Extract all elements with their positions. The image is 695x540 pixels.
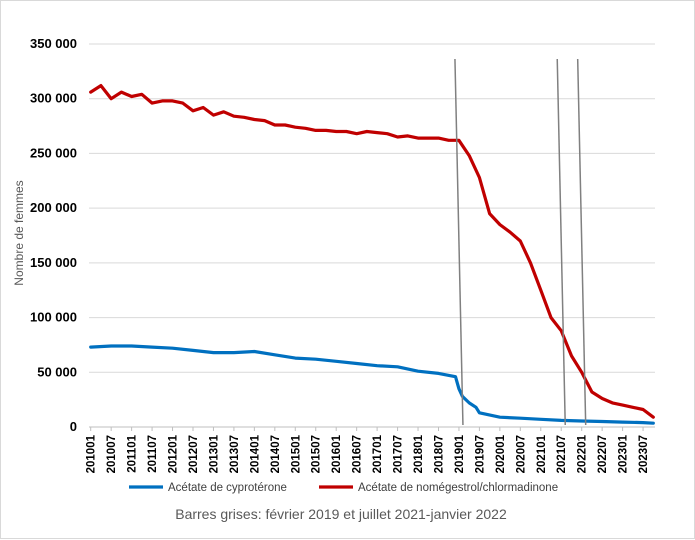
x-tick-label: 201907: [474, 435, 486, 473]
x-tick-label: 202207: [597, 435, 609, 473]
x-tick-label: 201307: [229, 435, 241, 473]
y-tick-label: 300 000: [30, 91, 77, 106]
x-tick-label: 201401: [249, 434, 261, 473]
series-line-cyproterone: [89, 344, 655, 425]
x-tick-label: 201801: [413, 434, 425, 473]
y-axis: 0 50 000 100 000 150 000 200 000 250 000 300 0…: [30, 36, 77, 434]
x-tick-label: 201501: [290, 434, 302, 473]
gridlines: [89, 43, 655, 428]
x-tick-label: 201901: [454, 434, 466, 473]
legend: Acétate de cyprotérone Acétate de noméges…: [129, 482, 558, 494]
annotation-bar: [454, 58, 464, 426]
x-tick-label: 201201: [168, 434, 180, 473]
series-lines: [89, 83, 655, 425]
legend-label: Acétate de nomégestrol/chlormadinone: [358, 482, 558, 494]
x-tick-label: 202107: [556, 435, 568, 473]
y-tick-label: 50 000: [37, 364, 77, 379]
series-line-nomegestrol: [89, 83, 655, 419]
y-tick-label: 250 000: [30, 145, 77, 160]
x-tick-label: 201301: [208, 434, 220, 473]
x-tick-label: 202007: [515, 435, 527, 473]
grey-annotation-bars: [454, 58, 587, 426]
x-tick-label: 201707: [393, 435, 405, 473]
x-tick-label: 201001: [86, 434, 98, 473]
annotation-bar: [556, 58, 566, 426]
y-tick-label: 150 000: [30, 255, 77, 270]
y-tick-label: 350 000: [30, 36, 77, 51]
x-tick-label: 201101: [127, 434, 139, 472]
x-tick-label: 202307: [638, 435, 650, 473]
x-tick-label: 201807: [433, 435, 445, 473]
y-tick-label: 200 000: [30, 200, 77, 215]
x-tick-label: 201107: [147, 435, 159, 473]
x-tick-label: 201207: [188, 435, 200, 473]
x-tick-label: 201607: [352, 435, 364, 473]
legend-label: Acétate de cyprotérone: [168, 482, 287, 494]
x-tick-label: 202301: [618, 434, 630, 473]
x-tick-label: 202001: [495, 434, 507, 473]
x-tick-label: 201407: [270, 435, 282, 473]
annotation-bar: [576, 58, 587, 426]
x-tick-label: 201701: [372, 434, 384, 473]
x-tick-label: 202101: [536, 434, 548, 473]
chart-caption: Barres grises: février 2019 et juillet 2…: [175, 506, 507, 522]
x-axis: 201001 201007 201101 201107 201201 201207 2013…: [86, 427, 650, 473]
x-tick-label: 201507: [311, 435, 323, 473]
x-tick-label: 202201: [577, 434, 589, 473]
y-tick-label: 100 000: [30, 310, 77, 325]
x-tick-label: 201601: [331, 434, 343, 473]
y-tick-label: 0: [70, 419, 77, 434]
x-tick-label: 201007: [106, 435, 118, 473]
y-axis-label: Nombre de femmes: [12, 180, 26, 285]
